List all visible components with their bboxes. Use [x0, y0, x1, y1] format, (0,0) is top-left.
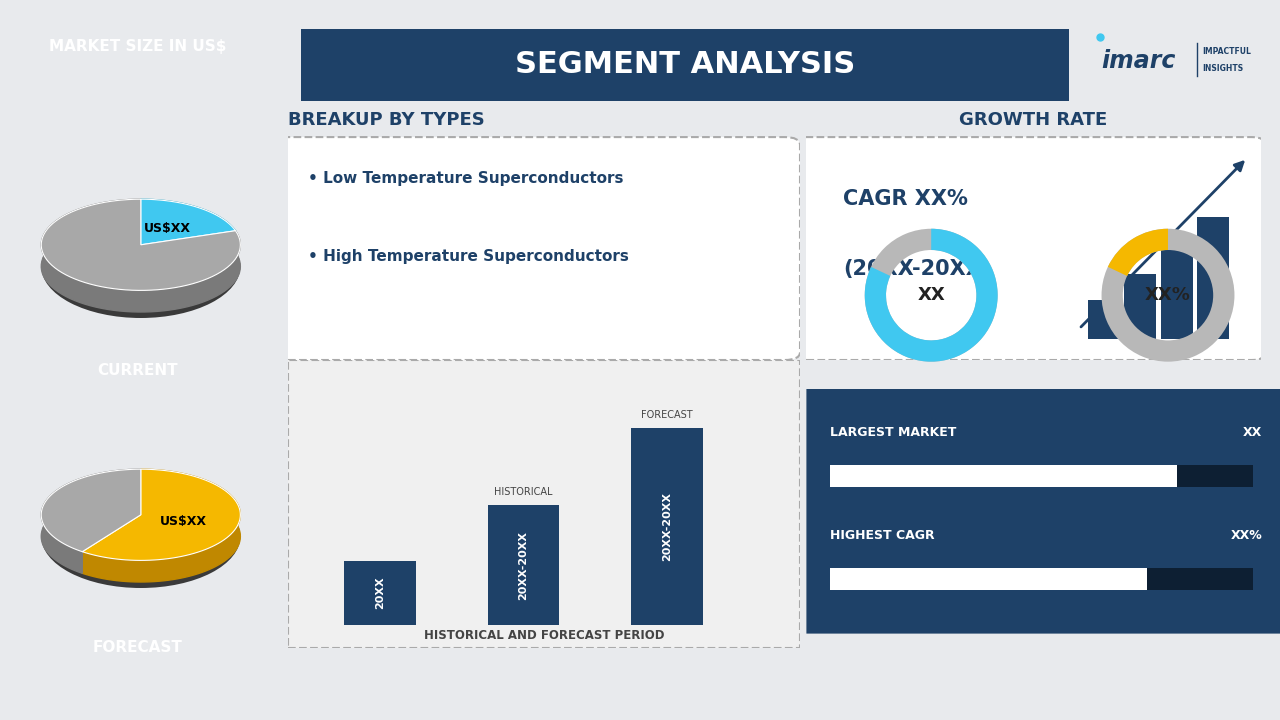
Text: US$XX: US$XX [143, 222, 191, 235]
FancyBboxPatch shape [831, 567, 1253, 590]
Polygon shape [82, 469, 241, 560]
Wedge shape [1102, 229, 1234, 361]
Text: XX: XX [1243, 426, 1262, 439]
Text: 20XX-20XX: 20XX-20XX [518, 531, 529, 600]
FancyBboxPatch shape [344, 561, 416, 625]
Text: XX%: XX% [1230, 529, 1262, 542]
Text: • Low Temperature Superconductors: • Low Temperature Superconductors [308, 171, 623, 186]
Wedge shape [1108, 229, 1169, 276]
Text: HISTORICAL: HISTORICAL [494, 487, 553, 497]
Text: imarc: imarc [1102, 49, 1176, 73]
FancyBboxPatch shape [288, 360, 800, 648]
FancyBboxPatch shape [301, 29, 1069, 101]
FancyBboxPatch shape [1125, 274, 1156, 339]
FancyBboxPatch shape [273, 137, 800, 360]
Text: FORECAST: FORECAST [92, 641, 183, 655]
FancyBboxPatch shape [631, 428, 703, 625]
Text: MARKET SIZE IN US$: MARKET SIZE IN US$ [49, 40, 227, 54]
Polygon shape [141, 199, 236, 245]
Text: 20XX-20XX: 20XX-20XX [662, 492, 672, 561]
Text: HISTORICAL AND FORECAST PERIOD: HISTORICAL AND FORECAST PERIOD [424, 629, 664, 642]
Text: CURRENT: CURRENT [97, 364, 178, 378]
Wedge shape [865, 229, 997, 361]
Text: GROWTH RATE: GROWTH RATE [960, 111, 1107, 129]
Text: • High Temperature Superconductors: • High Temperature Superconductors [308, 249, 630, 264]
Text: BREAKUP BY TYPES: BREAKUP BY TYPES [288, 111, 485, 129]
Text: US$XX: US$XX [160, 515, 207, 528]
Ellipse shape [41, 485, 241, 588]
FancyBboxPatch shape [1147, 567, 1253, 590]
Polygon shape [41, 199, 241, 312]
Text: LARGEST MARKET: LARGEST MARKET [831, 426, 956, 439]
Polygon shape [41, 469, 141, 573]
Wedge shape [865, 229, 997, 361]
FancyBboxPatch shape [1088, 300, 1120, 339]
FancyBboxPatch shape [1197, 217, 1229, 339]
Text: 20XX: 20XX [375, 577, 385, 609]
Ellipse shape [41, 215, 241, 318]
Text: XX%: XX% [1146, 287, 1190, 304]
FancyBboxPatch shape [792, 137, 1266, 360]
Polygon shape [41, 199, 241, 290]
Polygon shape [41, 469, 141, 552]
Text: (20XX-20XX): (20XX-20XX) [842, 259, 991, 279]
Text: CAGR XX%: CAGR XX% [842, 189, 968, 210]
FancyBboxPatch shape [831, 464, 1253, 487]
Polygon shape [141, 199, 236, 252]
Text: INSIGHTS: INSIGHTS [1202, 64, 1243, 73]
Text: HIGHEST CAGR: HIGHEST CAGR [831, 529, 934, 542]
Text: IMPACTFUL: IMPACTFUL [1202, 48, 1251, 56]
FancyBboxPatch shape [806, 389, 1280, 634]
FancyBboxPatch shape [1176, 464, 1253, 487]
Text: FORECAST: FORECAST [641, 410, 692, 420]
Polygon shape [82, 469, 241, 582]
Text: XX: XX [918, 287, 945, 304]
FancyBboxPatch shape [1161, 248, 1193, 339]
Text: SEGMENT ANALYSIS: SEGMENT ANALYSIS [515, 50, 855, 79]
FancyBboxPatch shape [488, 505, 559, 625]
